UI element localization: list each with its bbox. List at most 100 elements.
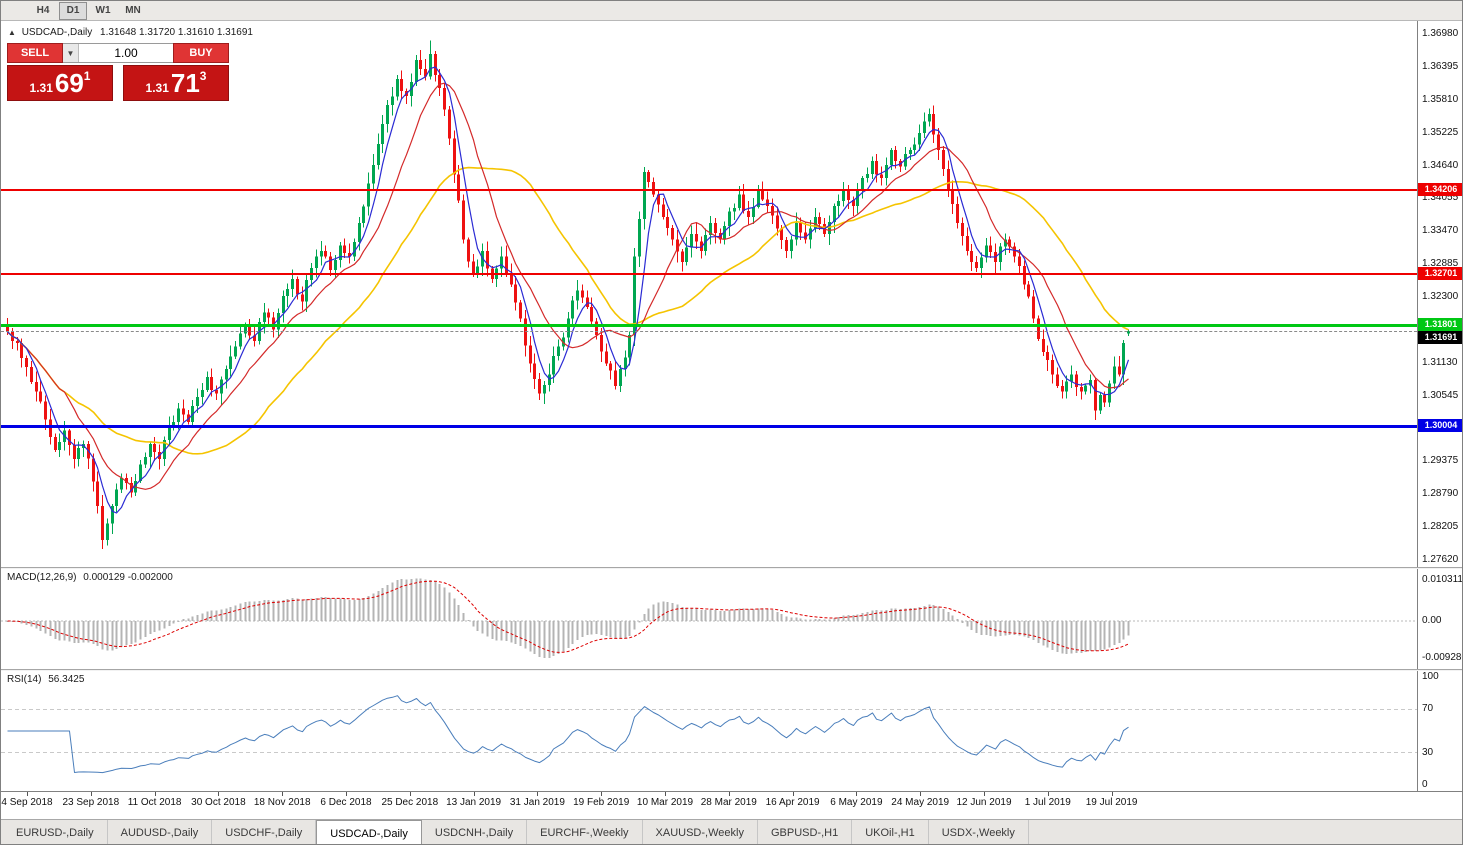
time-axis-tick	[27, 792, 28, 796]
time-axis-tick	[282, 792, 283, 796]
time-axis-tick	[91, 792, 92, 796]
timeframe-button-d1[interactable]: D1	[59, 1, 87, 20]
price-axis-label: 1.35810	[1422, 93, 1459, 105]
rsi-panel-divider[interactable]	[1, 669, 1462, 671]
time-axis-label: 25 Dec 2018	[381, 797, 439, 808]
price-axis-label: 1.33470	[1422, 225, 1459, 237]
macd-header: MACD(12,26,9) 0.000129 -0.002000	[7, 572, 173, 583]
time-axis-tick	[729, 792, 730, 796]
buy-button[interactable]: BUY	[173, 43, 229, 63]
time-axis-tick	[1112, 792, 1113, 796]
time-axis-tick	[474, 792, 475, 796]
resistance-line-2[interactable]	[1, 273, 1417, 276]
rsi-axis-label: 30	[1422, 746, 1434, 758]
chart-tab-usdx-weekly[interactable]: USDX-,Weekly	[929, 820, 1029, 844]
sell-price-display[interactable]: 1.31 69 1	[7, 65, 113, 101]
time-axis-label: 28 Mar 2019	[700, 797, 757, 808]
support-line-green[interactable]	[1, 324, 1417, 328]
time-axis-tick	[793, 792, 794, 796]
time-axis-label: 31 Jan 2019	[509, 797, 565, 808]
buy-price-display[interactable]: 1.31 71 3	[123, 65, 229, 101]
chart-tab-usdcnh-daily[interactable]: USDCNH-,Daily	[422, 820, 528, 844]
macd-axis-label: 0.010311	[1422, 573, 1463, 585]
chart-tab-eurusd-daily[interactable]: EURUSD-,Daily	[3, 820, 108, 844]
sell-button[interactable]: SELL	[7, 43, 63, 63]
volume-input[interactable]: ▼ 1.00	[63, 43, 173, 63]
volume-value[interactable]: 1.00	[114, 46, 138, 60]
time-axis-label: 4 Sep 2018	[1, 797, 53, 808]
macd-axis-label: 0.00	[1422, 615, 1442, 626]
time-axis-tick	[920, 792, 921, 796]
price-axis-label: 1.32300	[1422, 291, 1459, 302]
chart-tab-audusd-daily[interactable]: AUDUSD-,Daily	[108, 820, 213, 844]
time-axis-label: 6 May 2019	[830, 797, 883, 808]
timeframe-button-h4[interactable]: H4	[36, 5, 50, 16]
rsi-title: RSI(14)	[7, 674, 42, 685]
chart-tab-usdchf-daily[interactable]: USDCHF-,Daily	[212, 820, 317, 844]
support-line-blue[interactable]	[1, 425, 1417, 429]
price-axis-label: 1.34055	[1422, 192, 1459, 204]
resistance-line-2-price-tag: 1.32701	[1418, 267, 1462, 280]
one-click-trading-widget: SELL ▼ 1.00 BUY 1.31 69 1 1.31 71 3	[7, 43, 229, 101]
price-axis-label: 1.30545	[1422, 389, 1459, 401]
price-axis-label: 1.28790	[1422, 488, 1459, 500]
timeframe-toolbar: H4 D1 W1 MN	[1, 1, 1462, 21]
price-axis-label: 1.35225	[1422, 126, 1459, 138]
time-axis-label: 23 Sep 2018	[62, 797, 120, 808]
chart-tab-gbpusd-h1[interactable]: GBPUSD-,H1	[758, 820, 853, 844]
timeframe-button-w1[interactable]: W1	[95, 5, 111, 16]
sell-price-pipette: 1	[83, 69, 91, 83]
price-axis-label: 1.36980	[1422, 28, 1459, 39]
volume-dropdown-icon[interactable]: ▼	[63, 44, 79, 62]
macd-axis-label: -0.0092803	[1422, 652, 1462, 664]
buy-price-prefix: 1.31	[145, 81, 169, 95]
chart-tab-ukoil-h1[interactable]: UKOil-,H1	[852, 820, 929, 844]
time-axis-tick	[410, 792, 411, 796]
main-chart-canvas[interactable]	[1, 21, 1417, 567]
time-axis-tick	[984, 792, 985, 796]
collapse-arrow-icon[interactable]: ▲	[8, 28, 16, 37]
chart-tab-xauusd-weekly[interactable]: XAUUSD-,Weekly	[643, 820, 758, 844]
time-axis-label: 30 Oct 2018	[191, 797, 246, 808]
current-price-tag: 1.31691	[1418, 331, 1462, 344]
rsi-value: 56.3425	[48, 674, 85, 685]
symbol-title: USDCAD-,Daily	[21, 27, 93, 38]
time-axis-tick	[155, 792, 156, 796]
timeframe-button-mn[interactable]: MN	[125, 5, 141, 16]
ohlc-values: 1.31648 1.31720 1.31610 1.31691	[100, 27, 253, 38]
sell-price-big-digits: 69	[54, 68, 84, 98]
price-axis-label: 1.32885	[1422, 258, 1459, 270]
time-axis-tick	[537, 792, 538, 796]
macd-panel-divider[interactable]	[1, 567, 1462, 569]
sell-price-prefix: 1.31	[29, 81, 53, 95]
macd-canvas[interactable]	[1, 569, 1417, 669]
support-line-blue-price-tag: 1.30004	[1418, 419, 1462, 432]
time-axis-label: 19 Feb 2019	[573, 797, 630, 808]
chart-tab-usdcad-daily[interactable]: USDCAD-,Daily	[316, 820, 422, 844]
resistance-line-1[interactable]	[1, 188, 1417, 191]
macd-title: MACD(12,26,9)	[7, 572, 77, 583]
rsi-header: RSI(14) 56.3425	[7, 674, 84, 685]
price-axis-label: 1.31130	[1422, 356, 1458, 368]
price-axis-label: 1.36395	[1422, 60, 1459, 72]
time-axis-label: 13 Jan 2019	[446, 797, 502, 808]
time-axis-label: 24 May 2019	[891, 797, 950, 808]
time-axis-tick	[665, 792, 666, 796]
time-axis-label: 11 Oct 2018	[127, 797, 182, 808]
time-axis-tick	[856, 792, 857, 796]
rsi-axis-label: 100	[1422, 671, 1439, 682]
time-axis-label: 12 Jun 2019	[956, 797, 1012, 808]
time-axis-label: 16 Apr 2019	[765, 797, 820, 808]
time-axis-label: 1 Jul 2019	[1024, 797, 1071, 808]
time-axis-label: 18 Nov 2018	[253, 797, 311, 808]
price-axis-label: 1.27620	[1422, 554, 1459, 565]
price-axis-label: 1.29375	[1422, 455, 1459, 467]
rsi-canvas[interactable]	[1, 671, 1417, 791]
symbol-header: ▲ USDCAD-,Daily 1.31648 1.31720 1.31610 …	[8, 27, 253, 38]
time-axis-label: 6 Dec 2018	[320, 797, 372, 808]
buy-price-big-digits: 71	[170, 68, 200, 98]
macd-values: 0.000129 -0.002000	[83, 572, 173, 583]
support-line-green-price-tag: 1.31801	[1418, 318, 1462, 331]
chart-tab-eurchf-weekly[interactable]: EURCHF-,Weekly	[527, 820, 643, 844]
